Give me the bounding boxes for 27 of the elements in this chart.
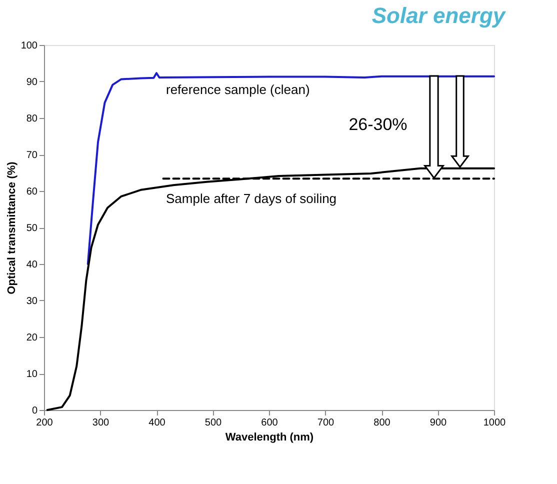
x-tick-label: 500 <box>204 418 222 428</box>
x-tick-label: 300 <box>92 418 110 428</box>
x-tick-label: 800 <box>374 418 391 428</box>
annotation: Sample after 7 days of soiling <box>166 191 337 206</box>
x-tick-label: 1000 <box>483 418 506 428</box>
y-tick-label: 20 <box>26 332 38 344</box>
x-tick-label: 700 <box>317 418 335 428</box>
x-axis-title: Wavelength (nm) <box>225 432 314 444</box>
x-tick-label: 400 <box>148 418 166 428</box>
x-tick-label: 900 <box>430 418 448 428</box>
y-tick-label: 60 <box>26 186 38 198</box>
y-tick-label: 10 <box>26 369 38 380</box>
x-tick-label: 200 <box>36 418 54 428</box>
annotation: reference sample (clean) <box>166 82 310 97</box>
y-tick-label: 80 <box>26 114 38 124</box>
y-tick-label: 0 <box>32 406 38 416</box>
y-axis-title: Optical transmittance (%) <box>6 161 18 294</box>
y-tick-label: 50 <box>26 223 38 234</box>
chart-title: Solar energy <box>372 3 507 28</box>
x-tick-label: 600 <box>261 418 278 428</box>
y-tick-label: 90 <box>26 77 38 88</box>
line-series <box>86 72 495 265</box>
y-tick-label: 30 <box>26 296 38 307</box>
y-tick-label: 70 <box>26 150 38 161</box>
annotation: 26-30% <box>348 115 408 134</box>
y-tick-label: 40 <box>26 260 38 270</box>
y-tick-label: 100 <box>20 40 38 52</box>
